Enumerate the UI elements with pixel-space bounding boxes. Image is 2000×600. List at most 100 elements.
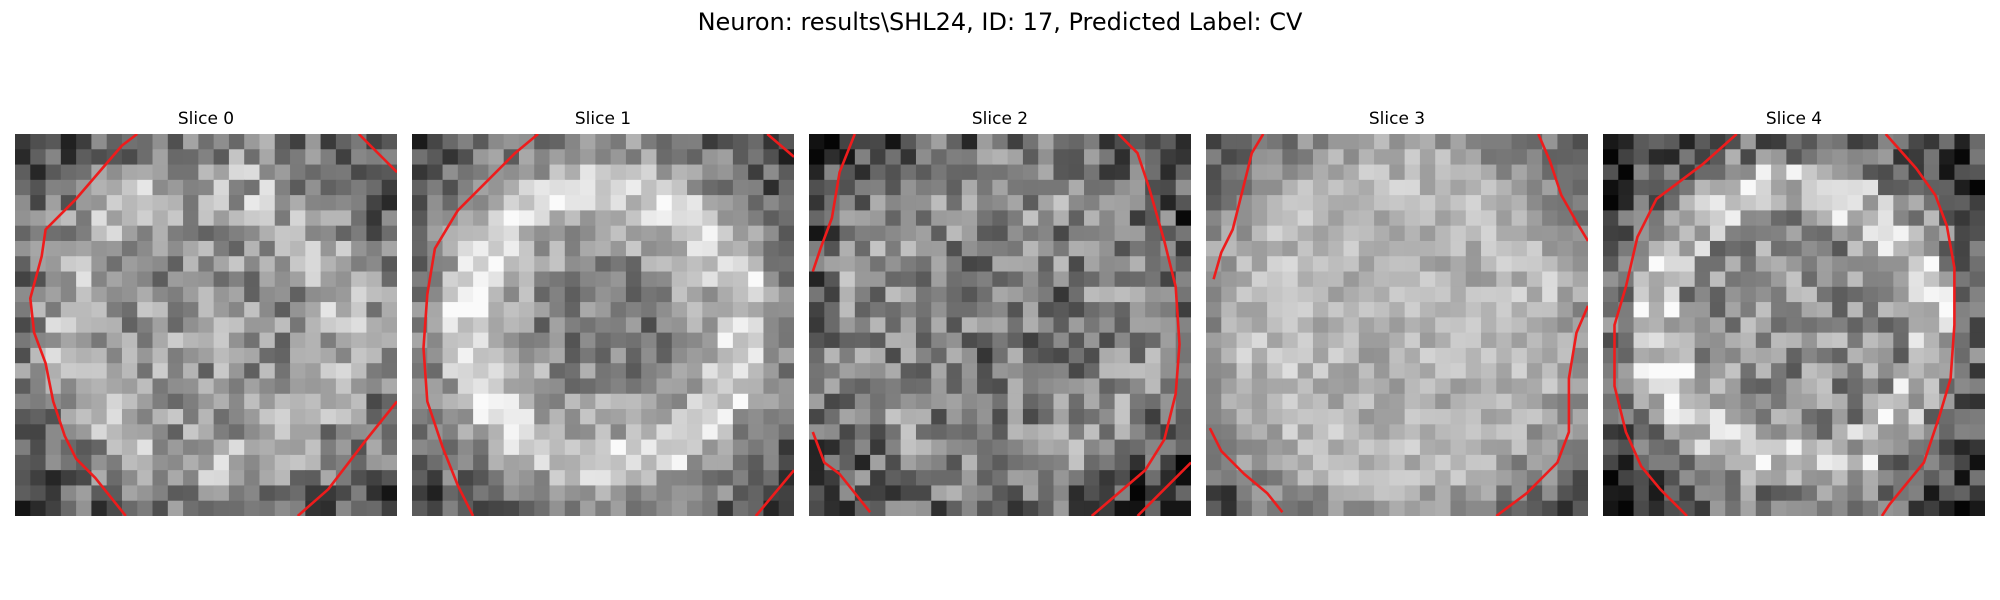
pixel xyxy=(1084,347,1100,364)
pixel xyxy=(1435,149,1452,166)
pixel xyxy=(915,470,932,487)
pixel xyxy=(809,363,825,380)
pixel xyxy=(1633,409,1650,425)
pixel xyxy=(1068,149,1085,166)
pixel xyxy=(763,149,780,166)
pixel xyxy=(183,225,199,242)
pixel xyxy=(732,271,749,288)
pixel xyxy=(1282,485,1299,502)
pixel xyxy=(610,409,627,425)
pixel xyxy=(1847,424,1864,441)
pixel xyxy=(931,271,948,288)
pixel xyxy=(1282,302,1299,318)
pixel xyxy=(1160,378,1177,395)
pixel xyxy=(1862,470,1879,487)
pixel xyxy=(977,179,993,196)
pixel xyxy=(580,393,596,410)
pixel xyxy=(641,317,658,334)
pixel xyxy=(946,378,963,395)
pixel xyxy=(839,271,856,288)
pixel xyxy=(1572,393,1588,410)
pixel xyxy=(1969,271,1985,288)
pixel xyxy=(1908,363,1925,380)
pixel xyxy=(1022,286,1039,303)
pixel xyxy=(1771,347,1787,364)
pixel xyxy=(1648,210,1665,227)
pixel xyxy=(427,332,444,349)
pixel xyxy=(1709,240,1726,257)
pixel xyxy=(1282,332,1299,349)
pixel xyxy=(1786,271,1803,288)
pixel xyxy=(488,470,505,487)
pixel xyxy=(503,317,520,334)
pixel xyxy=(1572,240,1588,257)
pixel xyxy=(1465,424,1482,441)
pixel xyxy=(1114,393,1131,410)
pixel xyxy=(412,454,428,471)
pixel xyxy=(1694,256,1711,273)
pixel xyxy=(1297,286,1314,303)
pixel xyxy=(198,485,215,502)
pixel xyxy=(1648,179,1665,196)
pixel xyxy=(259,149,276,166)
pixel xyxy=(15,149,31,166)
pixel xyxy=(778,210,794,227)
pixel xyxy=(1267,134,1283,150)
pixel xyxy=(1542,256,1559,273)
pixel xyxy=(1343,363,1360,380)
pixel xyxy=(1328,271,1345,288)
pixel xyxy=(259,454,276,471)
pixel xyxy=(1389,393,1406,410)
pixel xyxy=(335,378,352,395)
pixel xyxy=(900,439,917,456)
pixel xyxy=(1282,286,1299,303)
pixel xyxy=(824,134,841,150)
pixel xyxy=(656,134,673,150)
pixel xyxy=(1114,454,1131,471)
pixel xyxy=(671,286,688,303)
pixel xyxy=(1312,409,1329,425)
pixel xyxy=(45,256,62,273)
pixel xyxy=(915,240,932,257)
pixel xyxy=(1465,256,1482,273)
pixel xyxy=(30,363,47,380)
pixel xyxy=(931,225,948,242)
pixel xyxy=(961,424,978,441)
pixel xyxy=(1251,409,1268,425)
pixel xyxy=(1114,363,1131,380)
pixel xyxy=(305,164,322,181)
pixel xyxy=(1374,347,1390,364)
pixel xyxy=(1358,134,1375,150)
pixel xyxy=(1435,256,1452,273)
pixel xyxy=(1007,439,1024,456)
pixel xyxy=(335,363,352,380)
pixel xyxy=(564,470,581,487)
pixel xyxy=(91,393,108,410)
pixel xyxy=(198,332,215,349)
pixel xyxy=(76,149,92,166)
pixel xyxy=(351,240,368,257)
pixel xyxy=(900,347,917,364)
pixel xyxy=(1251,240,1268,257)
pixel xyxy=(580,485,596,502)
pixel xyxy=(1878,317,1894,334)
pixel xyxy=(1053,347,1070,364)
pixel xyxy=(1022,179,1039,196)
pixel xyxy=(1221,439,1238,456)
pixel xyxy=(748,363,765,380)
pixel xyxy=(1878,179,1894,196)
pixel xyxy=(1481,317,1497,334)
pixel xyxy=(824,271,841,288)
pixel xyxy=(91,454,108,471)
pixel xyxy=(641,225,658,242)
pixel xyxy=(1496,363,1513,380)
pixel xyxy=(625,286,642,303)
pixel xyxy=(1694,225,1711,242)
pixel xyxy=(1022,164,1039,181)
pixel xyxy=(488,225,505,242)
slice-0-title: Slice 0 xyxy=(177,109,235,129)
pixel xyxy=(1893,424,1910,441)
pixel xyxy=(290,271,306,288)
pixel xyxy=(1878,393,1894,410)
pixel xyxy=(839,378,856,395)
